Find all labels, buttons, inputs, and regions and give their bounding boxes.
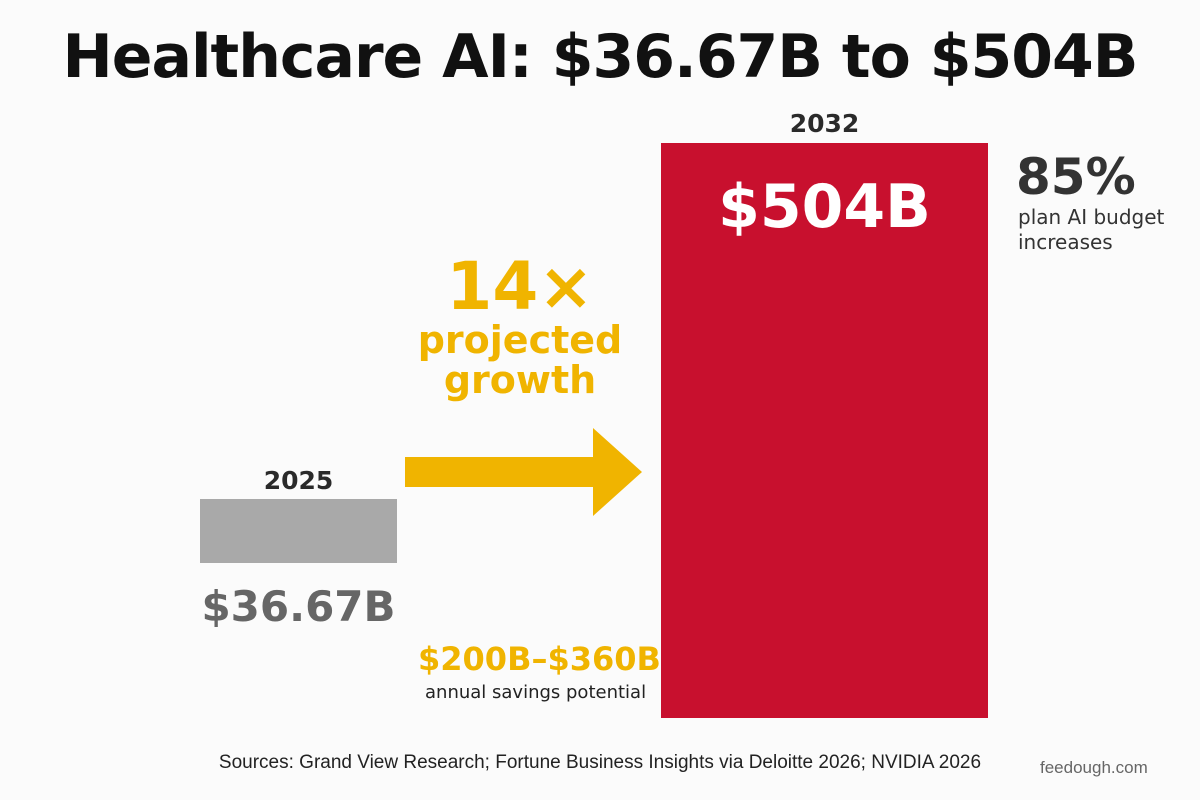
data-label-2032: $504B (718, 172, 931, 242)
sources-footnote: Sources: Grand View Research; Fortune Bu… (218, 752, 982, 773)
growth-multiplier-label: 14× (446, 248, 594, 325)
chart-title: Healthcare AI: $36.67B to $504B (62, 22, 1139, 92)
tick-label-2032: 2032 (789, 109, 860, 138)
stat-value: 85% (1016, 148, 1136, 206)
growth-arrow-icon (405, 428, 642, 516)
bar-2025 (200, 499, 397, 563)
site-watermark: feedough.com (1040, 758, 1148, 777)
bar-2032 (661, 143, 988, 718)
data-label-2025: $36.67B (201, 582, 396, 631)
savings-range-label: $200B–$360B (418, 640, 661, 678)
savings-caption: annual savings potential (425, 682, 647, 703)
stat-caption: plan AI budget increases (1018, 205, 1165, 254)
tick-label-2025: 2025 (263, 466, 334, 495)
growth-caption: projected growth (417, 318, 623, 402)
